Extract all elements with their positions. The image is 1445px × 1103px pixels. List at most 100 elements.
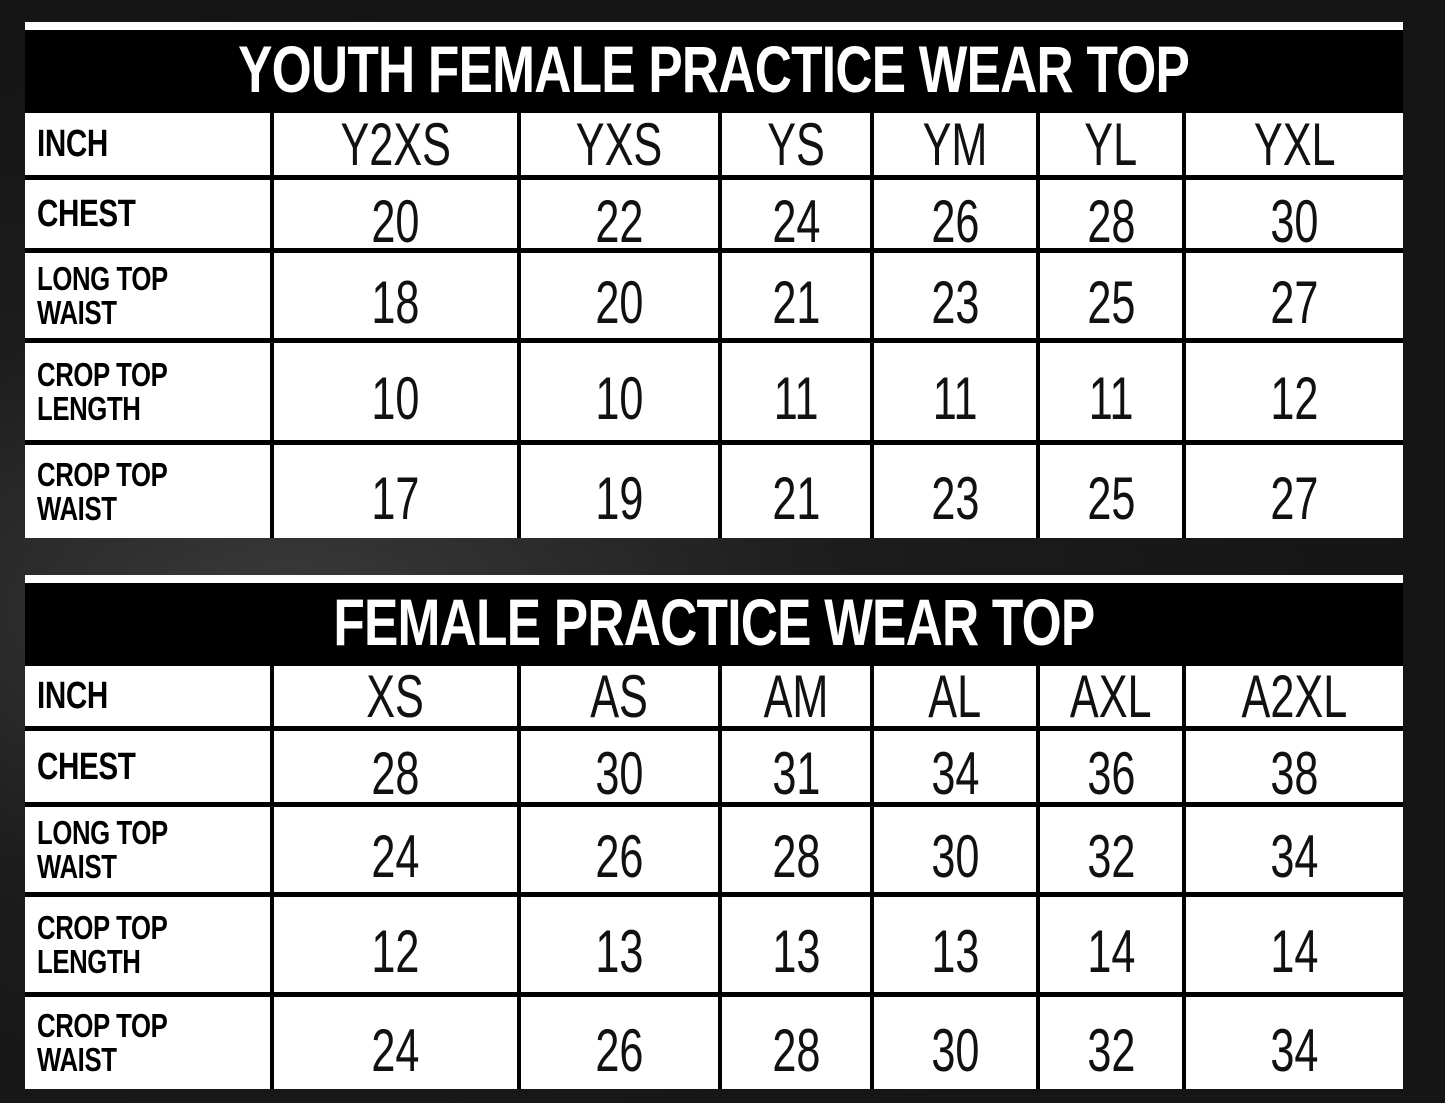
measurement-value: 30 xyxy=(930,823,980,890)
value-cell: 27 xyxy=(1182,445,1403,538)
measurement-value: 28 xyxy=(771,823,821,890)
measurement-row: CROP TOP LENGTH 10 10 11 11 11 12 xyxy=(25,338,1403,440)
value-cell: 10 xyxy=(270,343,517,440)
value-cell: 14 xyxy=(1036,897,1182,992)
value-cell: 28 xyxy=(718,997,870,1089)
size-label: Y2XS xyxy=(340,113,451,175)
measurement-label: LONG TOP WAIST xyxy=(37,813,168,885)
table-title: YOUTH FEMALE PRACTICE WEAR TOP xyxy=(25,30,1403,108)
measurement-value: 27 xyxy=(1270,269,1319,336)
value-cell: 13 xyxy=(718,897,870,992)
measurement-label-cell: CROP TOP WAIST xyxy=(25,445,270,538)
size-header-cell: YXS xyxy=(517,113,718,175)
measurement-value: 27 xyxy=(1270,465,1319,532)
measurement-row: CROP TOP WAIST 17 19 21 23 25 27 xyxy=(25,440,1403,538)
measurement-value: 17 xyxy=(371,465,420,532)
measurement-label-cell: CHEST xyxy=(25,180,270,248)
value-cell: 34 xyxy=(1182,807,1403,892)
size-header-cell: YM xyxy=(870,113,1036,175)
size-header-cell: AM xyxy=(718,666,870,726)
measurement-value: 34 xyxy=(1270,823,1319,890)
table-title-text: FEMALE PRACTICE WEAR TOP xyxy=(333,585,1095,659)
value-cell: 26 xyxy=(517,807,718,892)
measurement-value: 38 xyxy=(1270,740,1319,802)
measurement-value: 11 xyxy=(1088,365,1134,432)
measurement-label: CHEST xyxy=(37,745,136,788)
value-cell: 26 xyxy=(517,997,718,1089)
unit-label: INCH xyxy=(37,123,108,165)
measurement-label-cell: CROP TOP LENGTH xyxy=(25,343,270,440)
value-cell: 11 xyxy=(1036,343,1182,440)
measurement-label-cell: CHEST xyxy=(25,731,270,802)
value-cell: 38 xyxy=(1182,731,1403,802)
size-label: AS xyxy=(590,666,649,726)
measurement-value: 21 xyxy=(771,269,821,336)
size-header-row: INCH Y2XS YXS YS YM YL YXL xyxy=(25,108,1403,175)
measurement-value: 13 xyxy=(930,918,980,985)
measurement-label: LONG TOP WAIST xyxy=(37,259,168,331)
measurement-value: 30 xyxy=(595,740,644,802)
measurement-value: 28 xyxy=(371,740,420,802)
value-cell: 34 xyxy=(1182,997,1403,1089)
measurement-label-cell: CROP TOP LENGTH xyxy=(25,897,270,992)
measurement-value: 32 xyxy=(1086,823,1136,890)
value-cell: 11 xyxy=(870,343,1036,440)
measurement-row: LONG TOP WAIST 24 26 28 30 32 34 xyxy=(25,802,1403,892)
measurement-row: CHEST 20 22 24 26 28 30 xyxy=(25,175,1403,248)
value-cell: 30 xyxy=(517,731,718,802)
measurement-label: CROP TOP LENGTH xyxy=(37,355,168,427)
measurement-value: 12 xyxy=(1270,365,1319,432)
size-label: YL xyxy=(1084,113,1138,175)
size-header-cell: YXL xyxy=(1182,113,1403,175)
value-cell: 19 xyxy=(517,445,718,538)
value-cell: 20 xyxy=(270,180,517,248)
measurement-value: 26 xyxy=(595,823,644,890)
measurement-value: 25 xyxy=(1086,269,1136,336)
measurement-value: 20 xyxy=(595,269,644,336)
measurement-row: CHEST 28 30 31 34 36 38 xyxy=(25,726,1403,802)
value-cell: 30 xyxy=(870,807,1036,892)
measurement-value: 25 xyxy=(1086,465,1136,532)
value-cell: 13 xyxy=(870,897,1036,992)
measurement-value: 10 xyxy=(371,365,420,432)
measurement-value: 32 xyxy=(1086,1016,1136,1084)
value-cell: 18 xyxy=(270,253,517,338)
measurement-label: CROP TOP WAIST xyxy=(37,1007,168,1078)
measurement-value: 23 xyxy=(930,269,980,336)
value-cell: 23 xyxy=(870,253,1036,338)
measurement-value: 19 xyxy=(595,465,644,532)
measurement-value: 34 xyxy=(1270,1016,1319,1084)
value-cell: 27 xyxy=(1182,253,1403,338)
size-header-cell: YL xyxy=(1036,113,1182,175)
measurement-value: 13 xyxy=(771,918,821,985)
value-cell: 34 xyxy=(870,731,1036,802)
measurement-value: 30 xyxy=(1270,187,1319,249)
value-cell: 24 xyxy=(270,997,517,1089)
size-label: YS xyxy=(767,113,825,175)
size-header-cell: XS xyxy=(270,666,517,726)
youth-size-table: YOUTH FEMALE PRACTICE WEAR TOP INCH Y2XS YX… xyxy=(25,22,1403,538)
measurement-value: 28 xyxy=(771,1016,821,1084)
size-label: YXS xyxy=(576,113,663,175)
adult-size-table: FEMALE PRACTICE WEAR TOP INCH XS AS AM AL AXL A… xyxy=(25,575,1403,1089)
measurement-value: 24 xyxy=(371,823,420,890)
size-label: YXL xyxy=(1253,113,1336,175)
value-cell: 28 xyxy=(1036,180,1182,248)
measurement-value: 21 xyxy=(771,465,821,532)
size-label: XS xyxy=(366,666,425,726)
value-cell: 14 xyxy=(1182,897,1403,992)
measurement-value: 12 xyxy=(371,918,420,985)
value-cell: 28 xyxy=(718,807,870,892)
value-cell: 30 xyxy=(870,997,1036,1089)
value-cell: 13 xyxy=(517,897,718,992)
size-header-cell: AL xyxy=(870,666,1036,726)
measurement-value: 34 xyxy=(930,740,980,802)
measurement-label-cell: LONG TOP WAIST xyxy=(25,807,270,892)
value-cell: 11 xyxy=(718,343,870,440)
value-cell: 12 xyxy=(270,897,517,992)
value-cell: 20 xyxy=(517,253,718,338)
value-cell: 31 xyxy=(718,731,870,802)
value-cell: 26 xyxy=(870,180,1036,248)
measurement-label: CROP TOP WAIST xyxy=(37,455,168,527)
measurement-value: 30 xyxy=(930,1016,980,1084)
